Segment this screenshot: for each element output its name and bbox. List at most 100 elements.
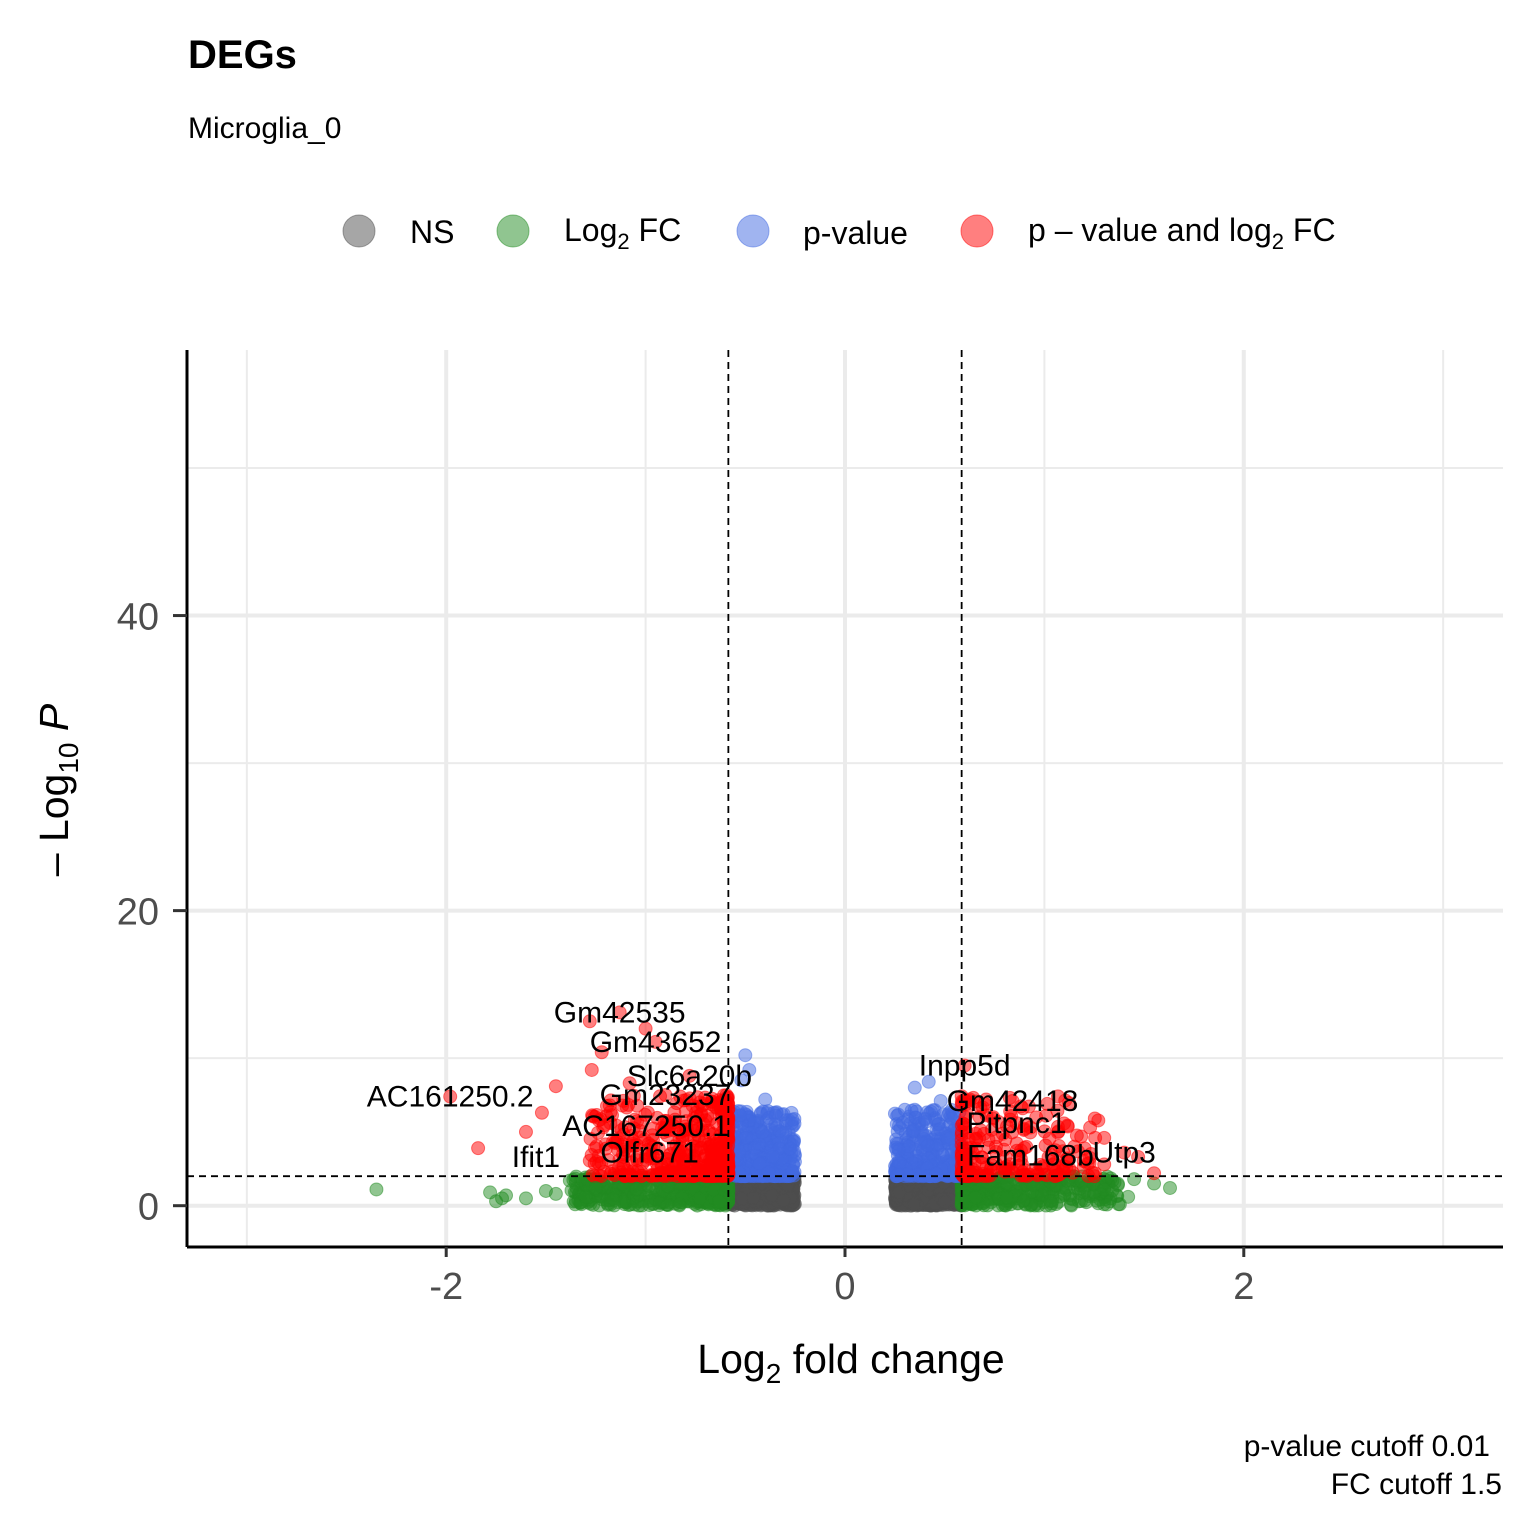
pvalue-fc-point	[1082, 1150, 1097, 1165]
fc-point	[672, 1197, 687, 1212]
major-gridlines	[187, 350, 1503, 1247]
legend: NS Log2 FC p-value p – value and log2 FC	[342, 212, 1336, 254]
pvalue-fc-point	[622, 1076, 637, 1091]
fc-point	[518, 1191, 533, 1206]
y-tick-label: 0	[138, 1187, 159, 1229]
pvalue-point	[917, 1111, 932, 1126]
y-tick-label: 20	[117, 892, 159, 934]
fc-point	[1016, 1193, 1031, 1208]
pvalue-fc-point	[1131, 1150, 1146, 1165]
cutoff-lines	[187, 350, 1503, 1247]
legend-label-p: p-value	[803, 215, 908, 251]
pvalue-fc-point	[597, 1118, 612, 1133]
x-tick-label: 0	[834, 1266, 855, 1308]
fc-point	[548, 1186, 563, 1201]
pvalue-fc-point	[1074, 1129, 1089, 1144]
pvalue-fc-point	[642, 1149, 657, 1164]
pvalue-fc-point	[583, 1131, 598, 1146]
pvalue-fc-point	[626, 1133, 641, 1148]
pvalue-fc-point	[715, 1142, 730, 1157]
pvalue-fc-point	[1050, 1103, 1065, 1118]
pvalue-fc-point	[645, 1128, 660, 1143]
pvalue-point	[742, 1062, 757, 1077]
pvalue-fc-point	[638, 1021, 653, 1036]
fc-point	[629, 1182, 644, 1197]
pvalue-fc-point	[630, 1098, 645, 1113]
pvalue-fc-point	[1017, 1140, 1032, 1155]
pvalue-fc-point	[989, 1130, 1004, 1145]
pvalue-fc-point	[657, 1113, 672, 1128]
chart-subtitle: Microglia_0	[188, 112, 341, 145]
legend-key-fc	[496, 214, 530, 248]
pvalue-fc-point	[1023, 1120, 1038, 1135]
ns-point	[937, 1195, 952, 1210]
pvalue-point	[755, 1125, 770, 1140]
pvalue-fc-point	[996, 1142, 1011, 1157]
pvalue-fc-point	[471, 1141, 486, 1156]
pvalue-point	[943, 1117, 958, 1132]
gene-label: AC167250.1	[562, 1110, 729, 1143]
pvalue-fc-point	[1060, 1118, 1075, 1133]
pvalue-point	[892, 1155, 907, 1170]
pvalue-fc-point	[682, 1068, 697, 1083]
pvalue-fc-point	[690, 1090, 705, 1105]
gene-label: Gm23237	[600, 1079, 732, 1112]
x-axis-ticks: -2 0 2	[429, 1247, 1254, 1308]
pvalue-fc-point	[1050, 1089, 1065, 1104]
fc-point	[712, 1194, 727, 1209]
pvalue-fc-point	[1097, 1157, 1112, 1172]
pvalue-point	[935, 1147, 950, 1162]
ns-point	[906, 1197, 921, 1212]
pvalue-point	[752, 1156, 767, 1171]
chart-title: DEGs	[188, 33, 297, 77]
pvalue-fc-point	[675, 1129, 690, 1144]
data-points	[369, 1005, 1178, 1213]
fc-point	[605, 1191, 620, 1206]
y-axis-title: – Log10 P	[31, 703, 84, 876]
gene-label: Gm42535	[554, 996, 686, 1029]
fc-point	[968, 1190, 983, 1205]
y-axis-ticks: 0 20 40	[117, 597, 187, 1229]
x-tick-label: -2	[429, 1266, 463, 1308]
fc-point	[1077, 1185, 1092, 1200]
pvalue-fc-point	[977, 1096, 992, 1111]
pvalue-point	[892, 1143, 907, 1158]
pvalue-fc-point	[588, 1109, 603, 1124]
gene-label: AC161250.2	[367, 1081, 534, 1114]
fc-point	[369, 1182, 384, 1197]
pvalue-fc-point	[582, 1014, 597, 1029]
pvalue-point	[752, 1136, 767, 1151]
legend-label-ns: NS	[410, 214, 454, 250]
pvalue-point	[921, 1074, 936, 1089]
pvalue-fc-point	[698, 1149, 713, 1164]
gene-label: Gm42418	[947, 1085, 1079, 1118]
pvalue-point	[907, 1080, 922, 1095]
pvalue-fc-point	[708, 1099, 723, 1114]
ns-point	[776, 1193, 791, 1208]
pvalue-fc-point	[1097, 1130, 1112, 1145]
pvalue-fc-point	[676, 1093, 691, 1108]
pvalue-fc-point	[518, 1124, 533, 1139]
caption-fc-cutoff: FC cutoff 1.5	[1331, 1468, 1502, 1501]
pvalue-fc-point	[630, 1114, 645, 1129]
fc-point	[999, 1190, 1014, 1205]
gene-label: Olfr671	[600, 1137, 698, 1170]
pvalue-fc-point	[602, 1098, 617, 1113]
pvalue-fc-point	[646, 1167, 661, 1182]
pvalue-fc-point	[980, 1167, 995, 1182]
gene-label: Utp3	[1092, 1137, 1155, 1170]
pvalue-fc-point	[1117, 1145, 1132, 1160]
pvalue-fc-point	[1091, 1113, 1106, 1128]
fc-point	[588, 1180, 603, 1195]
pvalue-fc-point	[1009, 1116, 1024, 1131]
pvalue-fc-point	[701, 1123, 716, 1138]
pvalue-fc-point	[614, 1123, 629, 1138]
pvalue-fc-point	[1040, 1096, 1055, 1111]
pvalue-point	[765, 1149, 780, 1164]
pvalue-point	[768, 1117, 783, 1132]
fc-point	[1163, 1180, 1178, 1195]
legend-key-pfc	[960, 214, 994, 248]
caption-pvalue-cutoff: p-value cutoff 0.01	[1244, 1430, 1490, 1463]
fc-point	[1121, 1189, 1136, 1204]
